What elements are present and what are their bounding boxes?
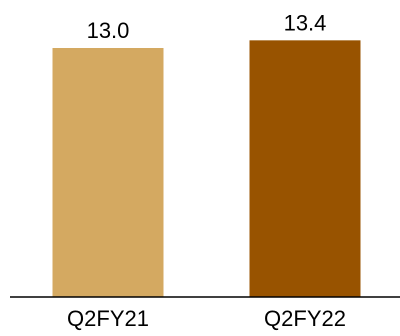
value-label-q2fy21: 13.0 — [87, 18, 130, 43]
value-label-q2fy22: 13.4 — [284, 10, 327, 35]
bars-layer — [52, 40, 361, 297]
x-tick-label-q2fy21: Q2FY21 — [67, 306, 149, 331]
bar-q2fy22 — [249, 40, 361, 297]
value-labels-layer: 13.0 13.4 — [87, 10, 327, 43]
x-tick-labels-layer: Q2FY21 Q2FY22 — [67, 306, 346, 331]
bar-q2fy21 — [52, 48, 164, 297]
x-tick-label-q2fy22: Q2FY22 — [264, 306, 346, 331]
